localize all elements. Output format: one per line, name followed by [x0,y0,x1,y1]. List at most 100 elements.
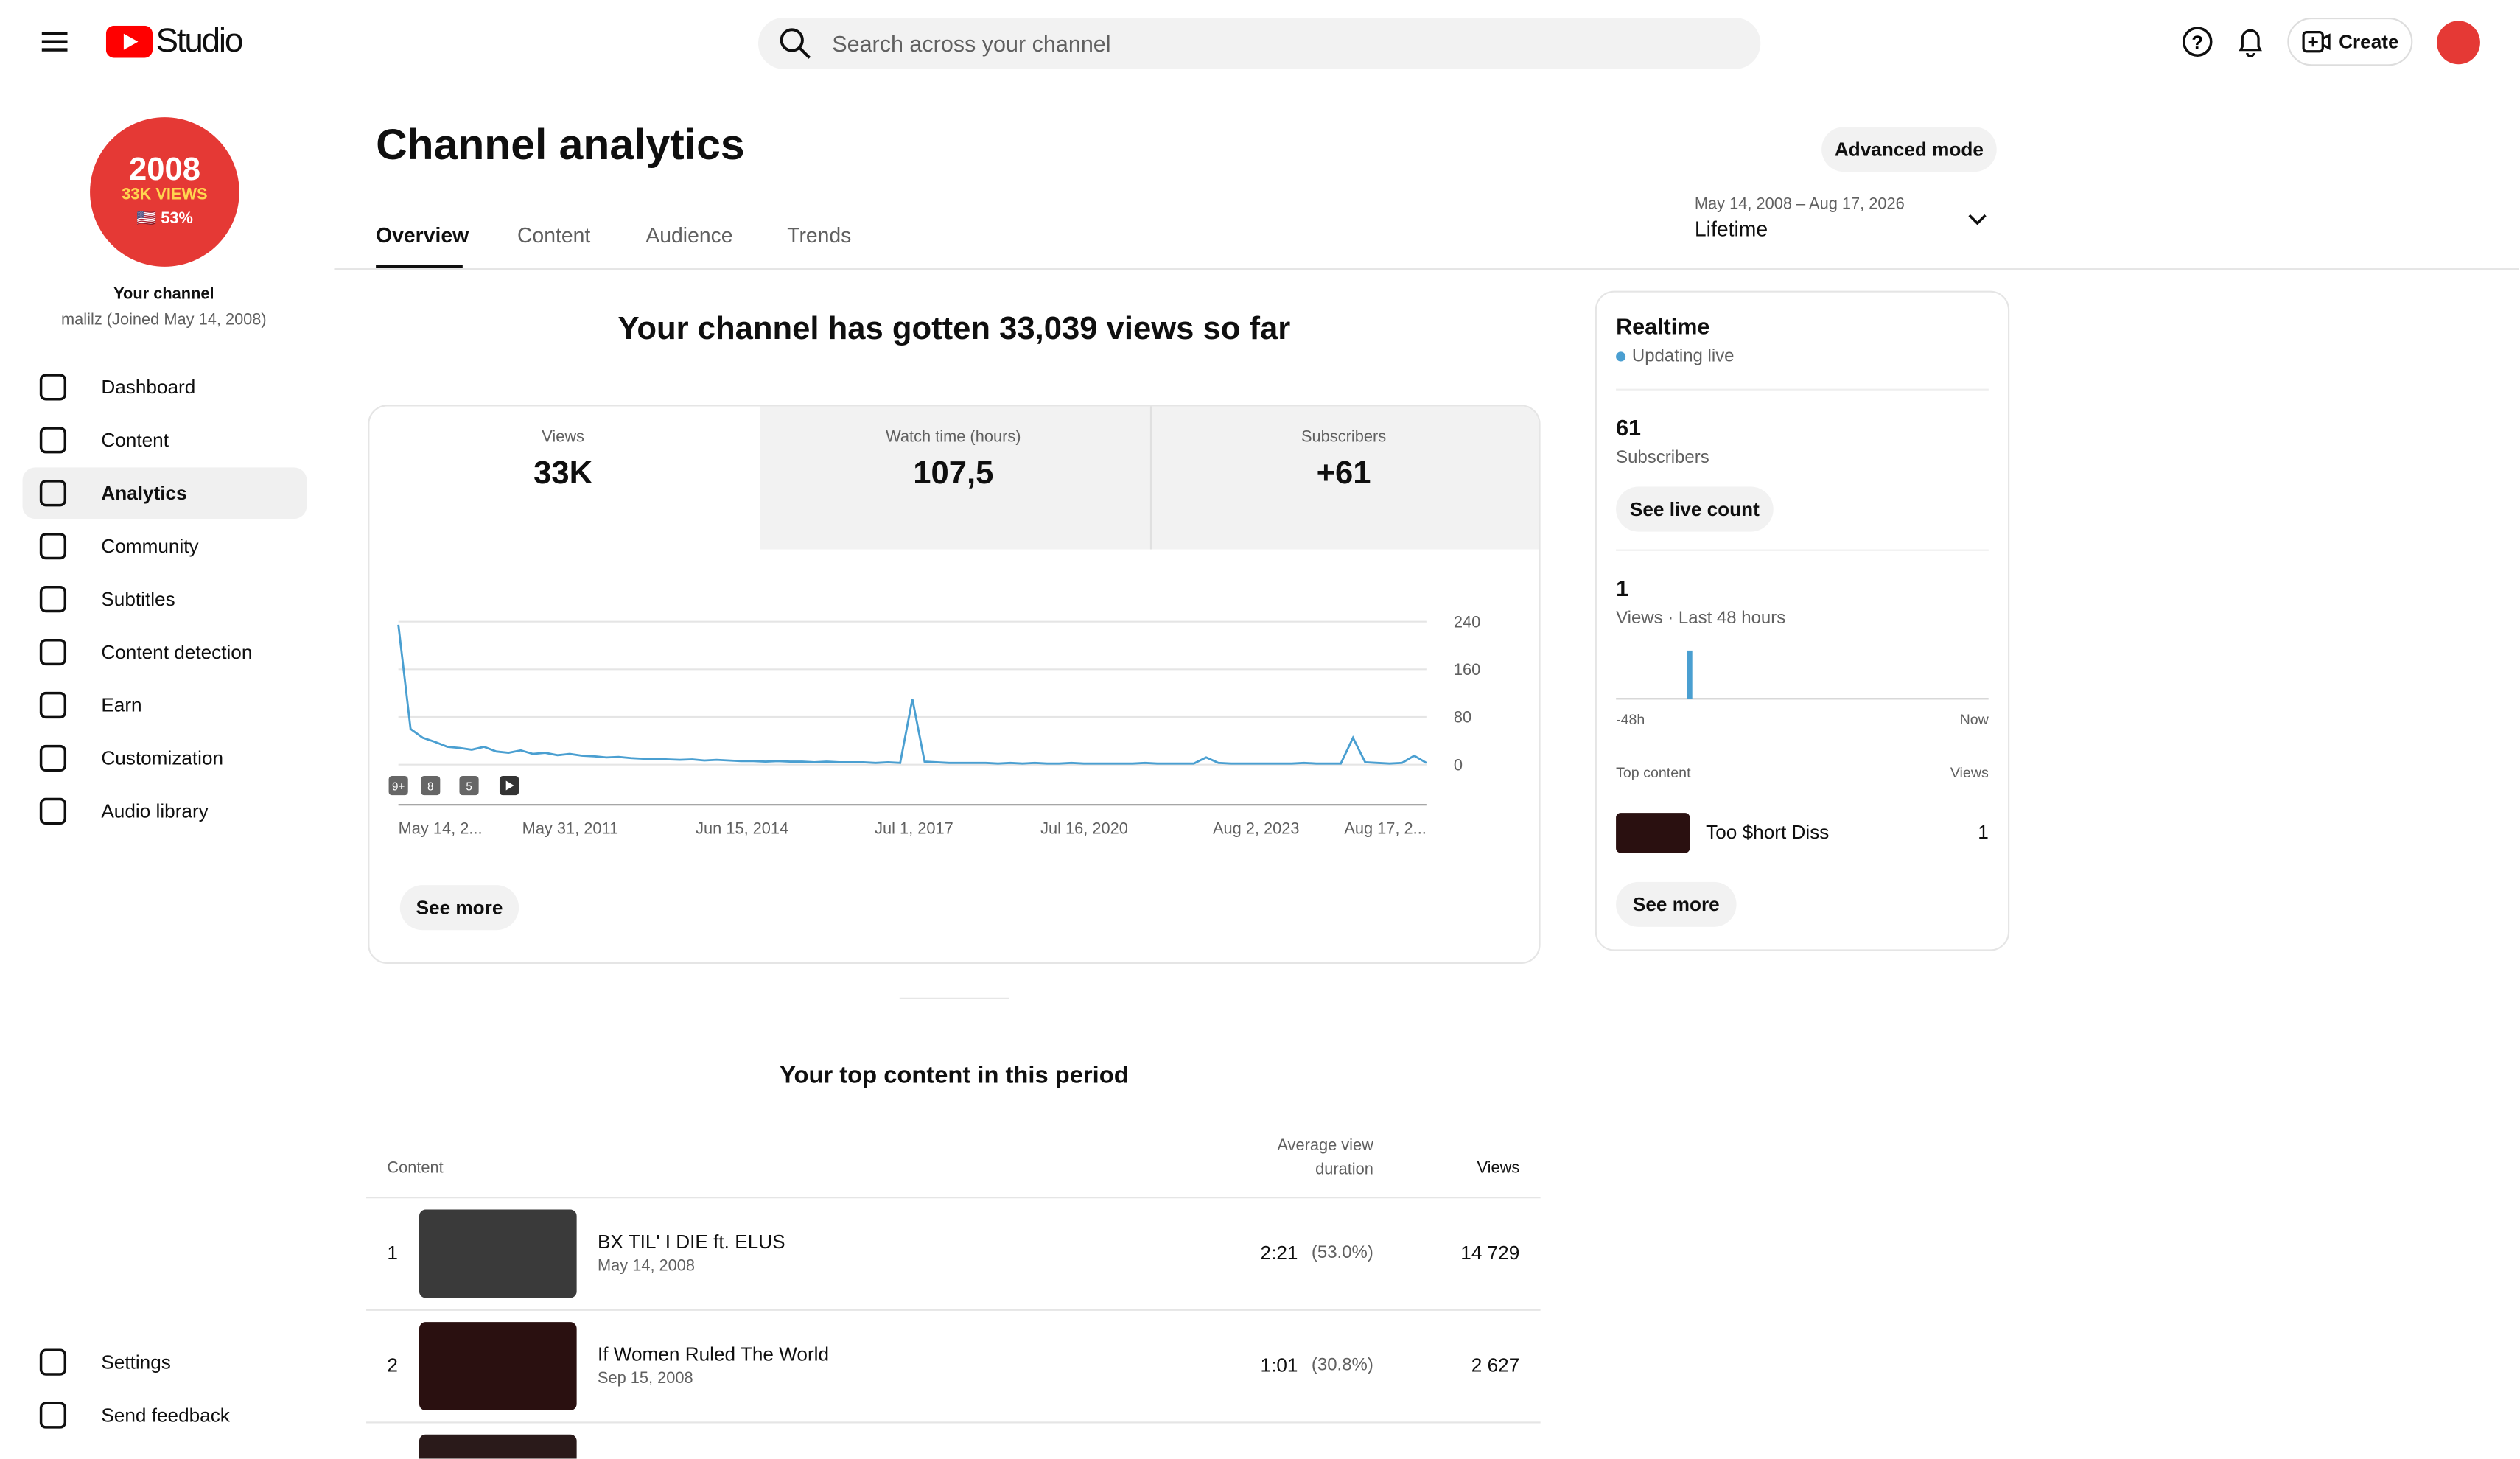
separator [334,268,2519,270]
row-line [366,1421,1541,1424]
chevron[interactable] [1968,214,1987,226]
nav-item[interactable]: Subtitles [101,587,175,611]
badge-label: 8 [427,781,433,794]
video-title[interactable]: BX TIL' I DIE ft. ELUS [597,1230,785,1253]
search-placeholder[interactable]: Search across your channel [832,30,1111,57]
nav-item[interactable]: Content detection [101,640,253,664]
metric-value[interactable]: 33K [533,456,593,492]
play-badge [505,780,514,791]
badge [459,775,479,796]
create-button[interactable] [2287,17,2413,66]
top-content-label: Top content [1616,764,1691,781]
channel-label: Your channel [113,286,214,304]
video-date: Sep 15, 2008 [597,1370,693,1388]
nav-icon[interactable] [38,690,67,719]
menu-icon[interactable] [41,30,68,53]
y-tick-label: 0 [1454,755,1463,774]
subscribers-label: Subscribers [1616,448,1709,468]
divider [1616,388,1989,391]
account-avatar[interactable] [2437,21,2480,65]
views-chart: 0 80 160 240 9+ 8 5 May 14, 2... May 31, 2011 Jun… [388,612,1480,837]
metric-value[interactable]: +61 [1316,456,1371,492]
nav-icon[interactable] [38,637,67,666]
live-count-button[interactable]: See live count [1616,486,1774,532]
nav-item[interactable]: Dashboard [101,376,196,399]
divider [899,997,1009,999]
search-box[interactable] [757,17,1761,69]
bar [1687,650,1693,699]
nav-icon[interactable] [38,1348,67,1376]
period[interactable]: Lifetime [1694,217,1768,241]
nav-item[interactable]: Community [101,534,199,558]
thumbnail[interactable] [419,1209,577,1298]
thumbnail[interactable] [419,1322,577,1411]
rank: 2 [387,1354,398,1377]
metric-label[interactable]: Views [542,429,584,447]
date-range[interactable]: May 14, 2008 – Aug 17, 2026 [1694,195,1905,214]
metric-label[interactable]: Subscribers [1301,429,1387,447]
bell-icon[interactable] [2234,26,2267,58]
nav-icon[interactable] [38,532,67,561]
x-tick-label: Jul 16, 2020 [1040,819,1128,837]
percent: (30.8%) [1311,1355,1373,1376]
nav-icon[interactable] [38,426,67,455]
column-header: Views [1477,1159,1520,1178]
see-more-button[interactable]: See more [399,885,519,931]
realtime-card [1595,290,2010,951]
views: 2 627 [1471,1354,1520,1377]
badge [421,775,441,796]
tab[interactable]: Trends [787,223,852,248]
thumbnail[interactable] [419,1434,577,1459]
advanced-button[interactable]: Advanced mode [1821,127,1997,172]
video-title[interactable]: If Women Ruled The World [597,1343,830,1365]
nav-item[interactable]: Send feedback [101,1404,230,1427]
views-line [397,624,1427,765]
nav-item[interactable]: Settings [101,1351,171,1374]
metric-value[interactable]: 107,5 [913,456,994,492]
nav-icon[interactable] [38,744,67,772]
x-tick-label: May 31, 2011 [522,819,618,837]
tab[interactable]: Content [517,223,591,248]
nav-icon[interactable] [38,1401,67,1430]
metric-tab-bg [1149,406,1539,550]
channel-avatar[interactable] [90,117,239,267]
percent: (53.0%) [1311,1243,1373,1263]
avatar-text: 2008 [128,153,200,189]
duration: 1:01 [1260,1354,1298,1377]
item-title[interactable]: Too $hort Diss [1706,820,1830,844]
nav-icon[interactable] [38,479,67,508]
thumbnail[interactable] [1616,813,1690,853]
nav-item[interactable]: Audio library [101,800,209,823]
row-line [366,1197,1541,1199]
divider [1616,549,1989,551]
nav-icon[interactable] [38,373,67,402]
create-label[interactable]: Create [2339,30,2399,53]
views-label: Views · Last 48 hours [1616,609,1786,629]
y-tick-label: 240 [1454,612,1480,631]
badge-label: 9+ [392,781,405,794]
nav-icon[interactable] [38,797,67,825]
tab-underline [376,265,463,269]
channel-sub: malilz (Joined May 14, 2008) [61,311,267,329]
nav-item[interactable]: Content [101,429,169,452]
views-header: Views [1950,764,1989,781]
see-more-button[interactable]: See more [1616,881,1737,927]
metric-label[interactable]: Watch time (hours) [886,429,1021,447]
duration: 2:21 [1260,1242,1298,1264]
y-tick-label: 160 [1454,660,1480,679]
logo-icon[interactable] [105,25,153,58]
nav-item[interactable]: Earn [101,693,142,717]
help-icon[interactable]: ? [2181,26,2213,58]
nav-item[interactable]: Analytics [101,482,187,505]
nav-item[interactable]: Customization [101,746,224,770]
metric-tab-bg [760,406,1150,550]
top-content-title: Your top content in this period [780,1061,1129,1090]
subscribers-value: 61 [1616,414,1642,441]
x-tick-label: Aug 17, 2... [1344,819,1427,837]
tab[interactable]: Audience [645,223,733,248]
views-value: 1 [1616,575,1629,601]
logo-text[interactable]: Studio [155,22,243,60]
nav-icon[interactable] [38,585,67,614]
tab[interactable]: Overview [376,223,469,248]
